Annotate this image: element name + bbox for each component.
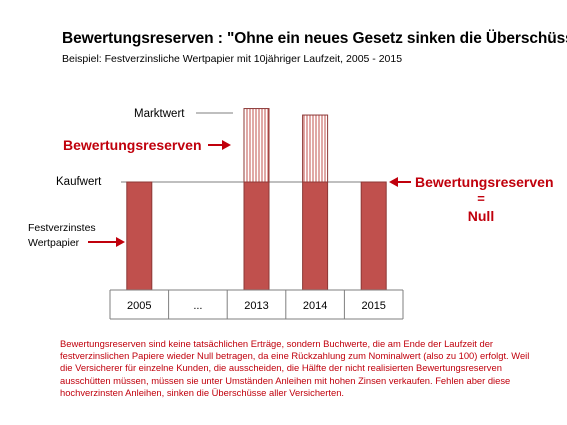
bar-kaufwert [302, 181, 329, 291]
x-ticks: 2005... 2013 2014 2015 [127, 290, 386, 319]
equals-sign: = [477, 191, 485, 206]
x-tick-label: 2015 [361, 300, 385, 312]
festverzinstes-label-line1: Festverzinstes [28, 222, 96, 234]
bar-kaufwert [243, 181, 270, 291]
bar-bewertungsreserve [243, 108, 270, 183]
x-tick-label: 2014 [303, 300, 327, 312]
arrow-right-icon [208, 140, 231, 150]
x-tick-label: 2005 [127, 300, 151, 312]
x-tick-label: 2013 [244, 300, 268, 312]
x-tick-label: ... [193, 300, 202, 312]
kaufwert-label: Kaufwert [56, 176, 102, 188]
festverzinstes-label-line2: Wertpapier [28, 237, 80, 249]
reserve-label-left: Bewertungsreserven [63, 137, 202, 153]
x-axis [109, 289, 404, 320]
reserve-label-right: Bewertungsreserven [415, 174, 554, 190]
marktwert-label: Marktwert [134, 108, 185, 120]
arrow-right-icon [88, 237, 125, 247]
arrow-left-icon [389, 177, 411, 187]
bar-kaufwert [360, 181, 387, 291]
chart-subtitle: Beispiel: Festverzinsliche Wertpapier mi… [62, 53, 403, 65]
null-label: Null [468, 208, 494, 224]
bar-kaufwert [126, 181, 153, 291]
caption-text: Bewertungsreserven sind keine tatsächlic… [60, 338, 530, 398]
bar-bewertungsreserve [302, 114, 329, 183]
bars-layer [126, 108, 387, 291]
chart-title: Bewertungsreserven : "Ohne ein neues Ges… [62, 30, 567, 47]
